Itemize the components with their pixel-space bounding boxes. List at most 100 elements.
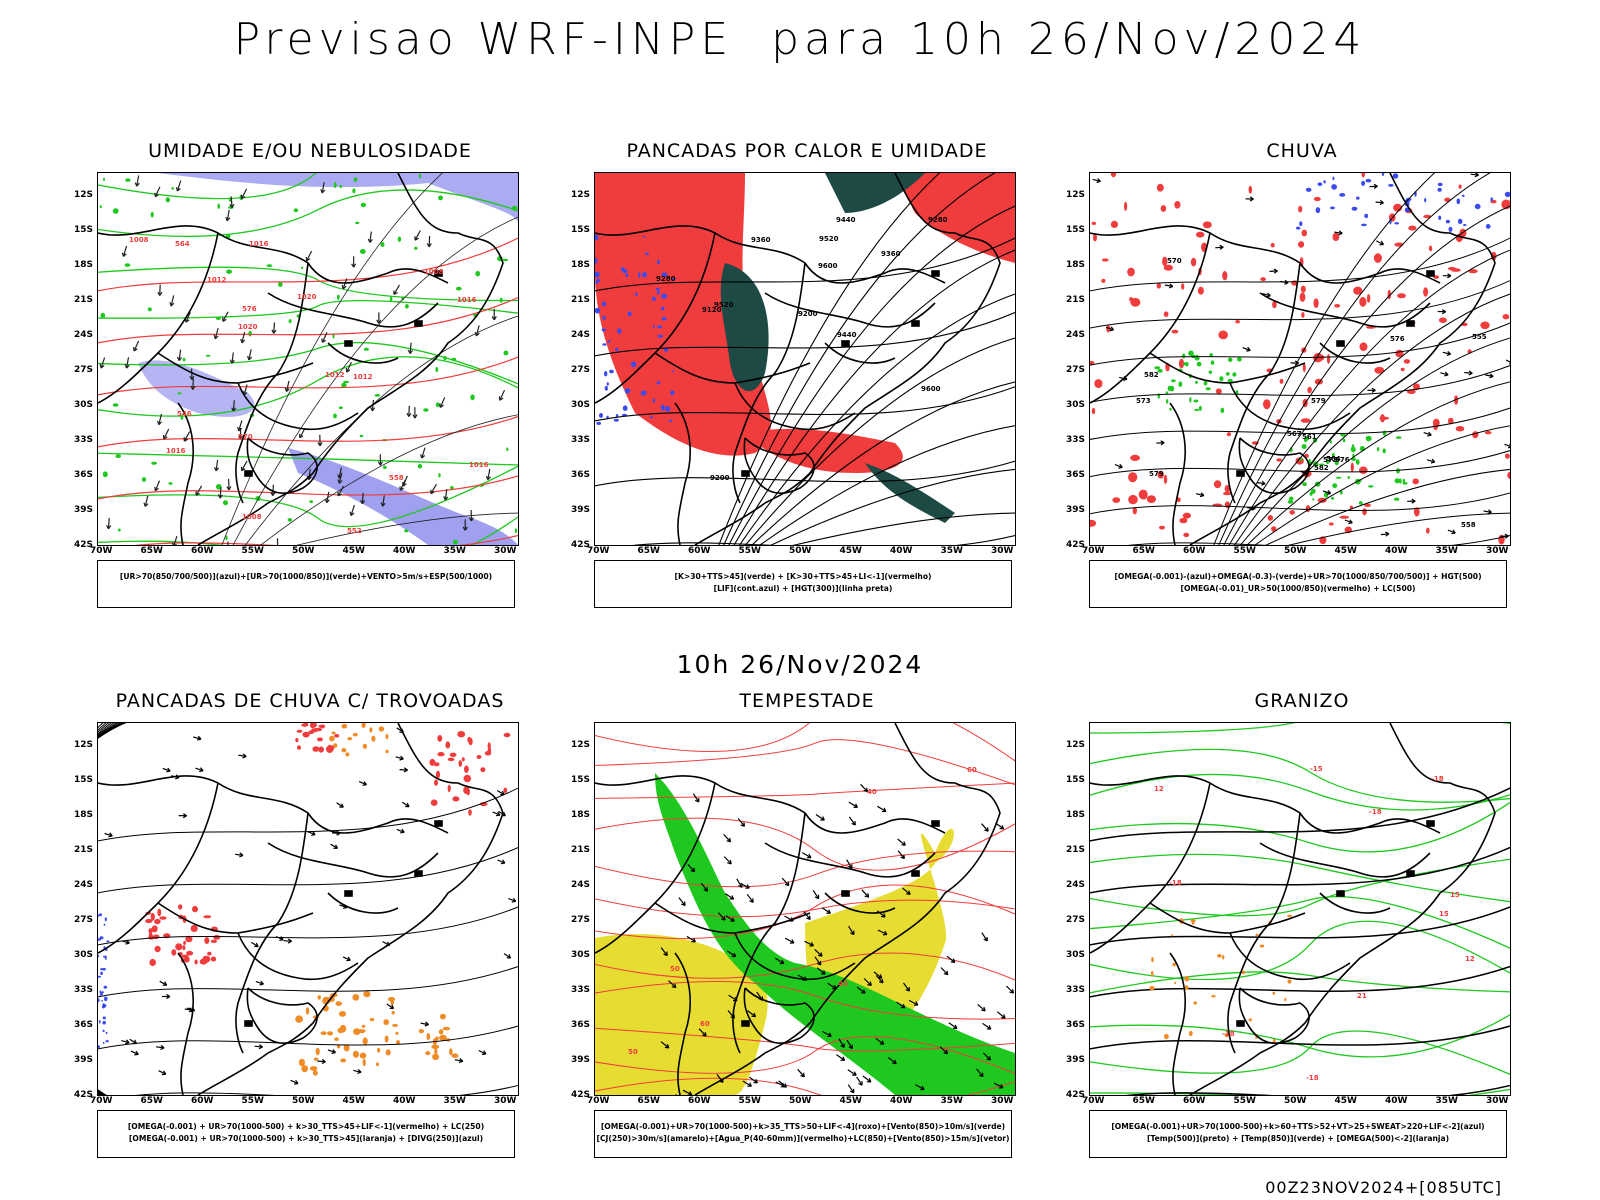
lon-tick-label: 40W: [890, 1096, 913, 1106]
humidity-area: [288, 448, 518, 545]
panel-title: PANCADAS DE CHUVA C/ TROVOADAS: [115, 690, 505, 712]
legend-line: [OMEGA(-0.01)_UR>50(1000/850)(vermelho) …: [1180, 584, 1416, 593]
legend-line: [Temp(500)](preto) + [Temp(850)](verde) …: [1146, 1134, 1450, 1143]
lat-tick-label: 24S: [571, 330, 591, 340]
panel-legend: [K>30+TTS>45](verde) + [K>30+TTS>45+LI<-…: [594, 560, 1012, 608]
contour-label: 579: [1311, 397, 1326, 405]
omega-green: [1154, 350, 1242, 414]
contour-label: 570: [238, 433, 253, 441]
contour-label: 50: [628, 1048, 638, 1056]
legend-line: [OMEGA(-0.001) + UR>70(1000-500) + k>30_…: [127, 1122, 485, 1131]
contour-label: 60: [967, 766, 977, 774]
lon-tick-label: 30W: [991, 1096, 1014, 1106]
lat-tick-label: 18S: [571, 260, 591, 270]
lat-tick-label: 42S: [571, 1090, 591, 1100]
storm-areas: [429, 731, 511, 816]
contour-label: 21: [1357, 992, 1367, 1000]
lat-tick-label: 33S: [571, 435, 591, 445]
storm-areas: [145, 904, 221, 967]
contour-label: 573: [1136, 397, 1151, 405]
lon-tick-label: 30W: [494, 1096, 517, 1106]
lon-tick-label: 50W: [789, 1096, 812, 1106]
panel-title: PANCADAS POR CALOR E UMIDADE: [626, 140, 988, 162]
mid-title: 10h 26/Nov/2024: [676, 650, 924, 679]
lat-tick-label: 36S: [74, 470, 94, 480]
forecast-map: 60 50 40 50 40 60: [594, 722, 1016, 1096]
instability-area: [595, 173, 771, 456]
lat-tick-label: 33S: [1066, 985, 1086, 995]
contour-label: 9360: [881, 250, 901, 258]
lon-tick-label: 70W: [587, 546, 610, 556]
lon-tick-label: 50W: [292, 1096, 315, 1106]
humidity-speckle: [99, 173, 518, 545]
lon-tick-label: 40W: [890, 546, 913, 556]
jet-area: [595, 933, 768, 1095]
legend-line: [OMEGA(-0.001)+UR>70(1000-500)+k>60+TTS>…: [1111, 1122, 1485, 1131]
convective-areas: [329, 723, 389, 757]
lon-tick-label: 45W: [342, 546, 365, 556]
contour-label: 9280: [928, 216, 948, 224]
storm-areas: [295, 723, 340, 753]
lon-tick-label: 70W: [1082, 1096, 1105, 1106]
contour-label: 570: [1167, 257, 1182, 265]
lon-tick-label: 65W: [637, 546, 660, 556]
lat-tick-label: 21S: [74, 845, 94, 855]
lon-tick-label: 65W: [140, 1096, 163, 1106]
country-borders: [1090, 173, 1496, 545]
contour-label: 558: [1461, 521, 1476, 529]
contour-label: -15: [1310, 765, 1323, 773]
temp500-contours: [1090, 787, 1510, 1095]
country-borders: [595, 173, 1001, 545]
lat-tick-label: 30S: [74, 950, 94, 960]
panel-tempestade: TEMPESTADE 60 50 40 50 40 60 12S 15S 18S 21S 24S 27S…: [571, 690, 1057, 1190]
hgt500-contours: [1213, 173, 1510, 545]
lon-tick-label: 55W: [241, 1096, 264, 1106]
humid-area: [720, 263, 769, 392]
contour-label: 40: [867, 788, 877, 796]
lat-tick-label: 24S: [74, 330, 94, 340]
convective-areas: [295, 990, 459, 1076]
legend-line: [UR>70(850/700/500)](azul)+[UR>70(1000/8…: [119, 572, 493, 581]
lon-tick-label: 65W: [1132, 546, 1155, 556]
lat-tick-label: 15S: [1066, 775, 1086, 785]
panel-chuva: CHUVA 582 579 576 573 570 567 564 561 558 555 582 57…: [1066, 140, 1552, 640]
country-borders: [98, 173, 504, 545]
1: 9600 9520 9440 9360 9280 9200 9600 9520 9440 9360…: [656, 216, 948, 482]
lat-tick-label: 39S: [1066, 505, 1086, 515]
contour-label: 1008: [424, 268, 444, 276]
contour-label: 1020: [238, 323, 258, 331]
5: -15 -18 -18 -18 -18 -18 12 15 15 21 12: [1154, 765, 1475, 1082]
panel-legend: [OMEGA(-0.001)+UR>70(1000-500)+k>60+TTS>…: [1089, 1110, 1507, 1158]
contour-label: 573: [1323, 456, 1338, 464]
contour-label: 579: [1149, 470, 1164, 478]
wind-vectors: [99, 175, 506, 545]
panel-legend: [UR>70(850/700/500)](azul)+[UR>70(1000/8…: [97, 560, 515, 608]
run-label: 00Z23NOV2024+[085UTC]: [1265, 1178, 1502, 1197]
contour-label: -18: [1369, 808, 1382, 816]
contour-label: 9280: [656, 275, 676, 283]
lat-tick-label: 21S: [74, 295, 94, 305]
lat-tick-label: 30S: [1066, 950, 1086, 960]
contour-label: 564: [175, 240, 190, 248]
forecast-map: -15 -18 -18 -18 -18 -18 12 15 15 21 12: [1089, 722, 1511, 1096]
lon-tick-label: 70W: [90, 546, 113, 556]
contour-label: 9600: [921, 385, 941, 393]
thickness-contours: [98, 237, 518, 545]
lat-tick-label: 18S: [571, 810, 591, 820]
lat-tick-label: 30S: [571, 950, 591, 960]
lat-tick-label: 12S: [74, 190, 94, 200]
lon-tick-label: 45W: [839, 546, 862, 556]
contour-label: 1016: [166, 447, 186, 455]
lon-tick-label: 60W: [1183, 546, 1206, 556]
omega-blue: [1296, 173, 1510, 232]
lat-tick-label: 36S: [1066, 1020, 1086, 1030]
contour-label: 9440: [837, 331, 857, 339]
country-borders: [98, 723, 504, 1095]
lon-tick-label: 35W: [1435, 1096, 1458, 1106]
lat-tick-label: 15S: [74, 775, 94, 785]
lon-tick-label: 50W: [789, 546, 812, 556]
contour-label: 567: [1287, 430, 1302, 438]
legend-line: [OMEGA(-0.001)-(azul)+OMEGA(-0.3)-(verde…: [1114, 572, 1482, 581]
lat-tick-label: 33S: [1066, 435, 1086, 445]
lat-tick-label: 15S: [571, 775, 591, 785]
